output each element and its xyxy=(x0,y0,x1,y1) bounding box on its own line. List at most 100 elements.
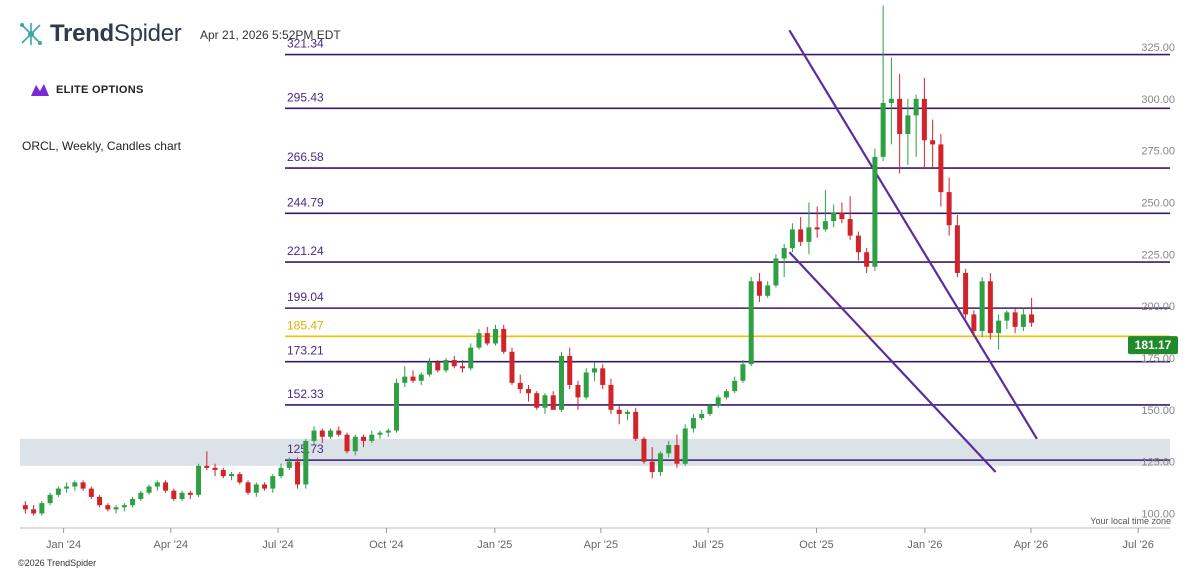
candle-up xyxy=(196,465,202,495)
candle-up xyxy=(723,391,729,398)
candle-down xyxy=(484,333,490,344)
candle-up xyxy=(822,221,828,230)
candle-up xyxy=(690,418,696,429)
candle-down xyxy=(938,144,944,193)
candle-up xyxy=(468,347,474,369)
chart-timestamp: Apr 21, 2026 5:52PM EDT xyxy=(200,28,341,42)
candle-down xyxy=(517,382,523,390)
candle-up xyxy=(666,445,672,454)
trendlines xyxy=(788,29,1038,473)
candle-down xyxy=(963,272,969,315)
candle-down xyxy=(1012,312,1018,327)
candle-down xyxy=(798,229,804,242)
candle-up xyxy=(831,212,837,222)
sponsor-logo: ELITE OPTIONS xyxy=(30,82,144,98)
candle-up xyxy=(121,505,127,508)
candle-down xyxy=(608,384,614,410)
candle-up xyxy=(385,430,391,433)
candle-up xyxy=(476,333,482,348)
candle-down xyxy=(245,482,251,493)
candle-down xyxy=(501,328,507,352)
x-axis: Jan '24 Apr '24 Jul '24 Oct '24 Jan '25 Apr '… xyxy=(46,528,1154,551)
sponsor-name: ELITE OPTIONS xyxy=(56,84,144,96)
candle-down xyxy=(97,496,103,506)
brand-name: TrendSpider xyxy=(50,20,182,48)
candle-up xyxy=(179,492,185,499)
candle-down xyxy=(31,509,37,514)
candle-down xyxy=(344,434,350,452)
x-tick-label: Jan '25 xyxy=(477,539,512,551)
y-tick-label: 200.00 xyxy=(1141,301,1175,313)
candle-up xyxy=(352,436,358,452)
candle-up xyxy=(740,364,746,381)
candle-down xyxy=(163,482,169,491)
candle-up xyxy=(229,474,235,477)
candle-up xyxy=(715,397,721,406)
y-tick-label: 125.00 xyxy=(1141,457,1175,469)
candle-up xyxy=(443,360,449,371)
candle-down xyxy=(550,395,556,410)
candle-down xyxy=(459,366,465,369)
candle-down xyxy=(319,430,325,437)
y-tick-label: 275.00 xyxy=(1141,146,1175,158)
candle-down xyxy=(633,411,639,439)
candle-up xyxy=(138,492,144,499)
candle-down xyxy=(220,469,226,477)
candle-up xyxy=(979,281,985,332)
candle-up xyxy=(402,376,408,383)
y-axis: 100.00 125.00 150.00 175.00 200.00 225.00 250.… xyxy=(1141,42,1175,521)
candle-up xyxy=(880,102,886,157)
candle-up xyxy=(311,430,317,441)
price-level-label: 152.33 xyxy=(287,387,324,401)
elite-options-icon xyxy=(31,84,49,96)
candle-up xyxy=(55,488,61,495)
candle-up xyxy=(789,229,795,249)
candle-down xyxy=(204,465,210,468)
y-tick-label: 100.00 xyxy=(1141,508,1175,520)
candle-up xyxy=(872,156,878,267)
candle-up xyxy=(905,115,911,135)
price-level-label: 221.24 xyxy=(287,244,324,258)
trendline xyxy=(788,251,997,473)
candle-down xyxy=(946,192,952,226)
candle-up xyxy=(72,482,78,487)
candle-up xyxy=(1020,314,1026,327)
candle-down xyxy=(954,225,960,273)
y-tick-label: 175.00 xyxy=(1141,353,1175,365)
trendspider-logo: TrendSpider xyxy=(18,20,182,48)
price-level-label: 295.43 xyxy=(287,90,324,104)
candle-up xyxy=(286,461,292,468)
candle-down xyxy=(864,252,870,267)
y-tick-label: 250.00 xyxy=(1141,197,1175,209)
x-tick-label: Oct '25 xyxy=(799,539,834,551)
candle-down xyxy=(600,368,606,385)
candle-up xyxy=(707,405,713,414)
candle-up xyxy=(113,507,119,510)
candle-up xyxy=(427,362,433,375)
candle-down xyxy=(361,436,367,441)
trendline xyxy=(788,29,1038,440)
candle-up xyxy=(657,453,663,473)
candle-up xyxy=(492,328,498,344)
candle-down xyxy=(22,505,28,510)
candle-down xyxy=(756,281,762,296)
candle-down xyxy=(930,140,936,145)
price-levels: 321.34 295.43 266.58 244.79 221.24 199.04 185.… xyxy=(285,37,1170,461)
candle-up xyxy=(888,98,894,103)
candle-up xyxy=(47,494,53,504)
candle-down xyxy=(410,376,416,381)
price-level-label: 173.21 xyxy=(287,344,324,358)
candle-up xyxy=(418,374,424,381)
price-level-label: 185.47 xyxy=(287,318,324,332)
candle-up xyxy=(781,248,787,259)
x-tick-label: Jan '26 xyxy=(907,539,942,551)
candle-down xyxy=(336,430,342,435)
candle-up xyxy=(328,430,334,437)
candle-down xyxy=(839,212,845,220)
price-level-label: 244.79 xyxy=(287,195,324,209)
candle-up xyxy=(624,411,630,414)
price-level-label: 266.58 xyxy=(287,150,324,164)
candle-up xyxy=(377,432,383,435)
x-tick-label: Jul '25 xyxy=(692,539,723,551)
